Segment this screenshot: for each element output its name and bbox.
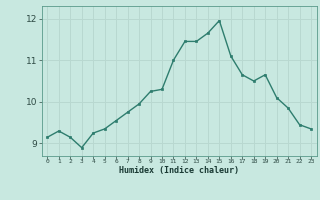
X-axis label: Humidex (Indice chaleur): Humidex (Indice chaleur) [119, 166, 239, 175]
